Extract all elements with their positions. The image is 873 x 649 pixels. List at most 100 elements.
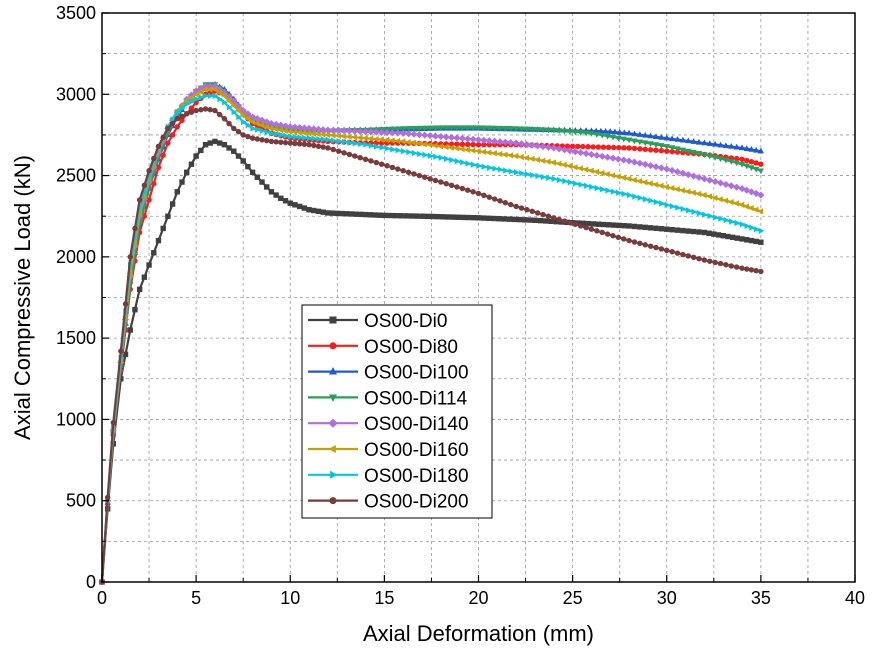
data-point: [324, 131, 331, 139]
data-point: [582, 130, 590, 137]
data-point: [626, 145, 632, 151]
data-point: [501, 216, 507, 222]
y-tick-label: 2000: [56, 247, 96, 267]
data-point: [486, 125, 493, 132]
data-point: [753, 160, 759, 166]
data-point: [160, 134, 166, 141]
data-point: [336, 138, 343, 145]
data-point: [572, 221, 579, 228]
data-point: [273, 130, 280, 138]
data-point: [707, 258, 713, 264]
data-point: [179, 179, 185, 185]
data-point: [534, 210, 541, 216]
x-tick-label: 35: [751, 588, 771, 608]
data-point: [460, 214, 466, 221]
data-point: [727, 198, 734, 206]
data-point: [636, 177, 643, 185]
data-point: [368, 142, 375, 149]
data-point: [368, 158, 374, 164]
data-point: [481, 163, 488, 170]
data-point: [411, 149, 418, 157]
data-point: [658, 226, 665, 232]
data-point: [588, 226, 595, 232]
data-point: [335, 126, 343, 135]
data-point: [725, 233, 731, 240]
data-point: [589, 183, 595, 191]
data-point: [469, 135, 477, 143]
data-point: [395, 147, 402, 154]
data-point: [387, 212, 393, 219]
data-point: [602, 127, 609, 134]
data-point: [753, 226, 760, 233]
data-point: [567, 220, 573, 226]
data-point: [582, 149, 590, 158]
data-point: [758, 161, 764, 167]
y-tick-label: 1000: [56, 409, 96, 429]
data-point: [734, 235, 741, 241]
data-point: [530, 171, 536, 179]
data-point: [620, 174, 626, 181]
data-point: [220, 92, 227, 100]
data-point: [104, 494, 111, 501]
data-point: [625, 175, 632, 182]
data-point: [748, 146, 755, 152]
data-point: [690, 138, 697, 144]
legend-label: OS00-Di100: [364, 363, 469, 384]
data-point: [738, 144, 746, 151]
data-point: [480, 136, 488, 144]
data-point: [518, 126, 525, 133]
data-point: [400, 148, 407, 155]
data-point: [480, 125, 488, 132]
data-point: [572, 129, 579, 136]
data-point: [278, 139, 284, 145]
data-point: [341, 138, 348, 146]
data-point: [367, 212, 373, 218]
data-point: [738, 201, 745, 208]
data-point: [357, 154, 363, 161]
data-point: [480, 215, 487, 221]
data-point: [758, 227, 765, 234]
legend-marker: [328, 418, 338, 428]
data-point: [595, 144, 601, 150]
data-point: [236, 113, 242, 121]
data-point: [470, 214, 477, 221]
data-point: [642, 242, 648, 248]
data-point: [136, 286, 143, 293]
data-point: [647, 225, 654, 231]
data-point: [516, 216, 523, 223]
data-point: [540, 211, 546, 218]
data-point: [259, 137, 265, 143]
x-axis-title: Axial Deformation (mm): [363, 621, 594, 646]
data-point: [255, 126, 261, 133]
data-point: [470, 141, 476, 148]
data-point: [610, 233, 616, 239]
data-point: [422, 151, 429, 159]
data-point: [733, 155, 740, 162]
data-point: [577, 223, 584, 229]
data-point: [465, 187, 471, 193]
data-point: [474, 136, 483, 144]
data-point: [400, 126, 407, 132]
data-point: [615, 234, 622, 241]
data-point: [743, 186, 751, 194]
data-point: [410, 130, 418, 138]
data-point: [442, 143, 449, 151]
data-point: [647, 141, 654, 148]
data-point: [733, 264, 740, 270]
data-point: [411, 171, 417, 177]
data-point: [352, 153, 358, 159]
data-point: [464, 125, 471, 132]
data-point: [344, 211, 350, 217]
series-os00-di200: [99, 106, 764, 585]
data-point: [658, 246, 665, 252]
data-point: [523, 126, 531, 133]
data-point: [685, 137, 692, 144]
data-point: [599, 132, 606, 139]
data-point: [696, 210, 703, 217]
data-point: [695, 190, 702, 198]
data-point: [381, 212, 388, 219]
data-point: [546, 174, 552, 182]
data-point: [690, 254, 697, 261]
data-point: [475, 125, 482, 132]
data-point: [701, 229, 708, 236]
